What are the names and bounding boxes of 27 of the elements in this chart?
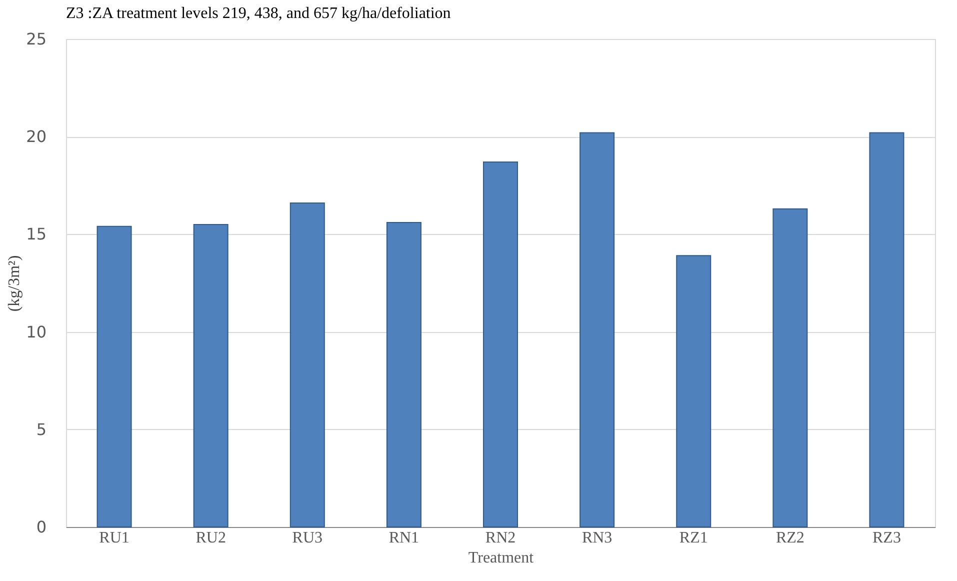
x-tick-label: RU2 [196,530,226,546]
x-tick-label: RZ1 [679,530,708,546]
y-tick-label: 5 [36,420,46,439]
y-tick-label: 20 [26,127,46,146]
bar [96,226,132,528]
x-tick-label: RZ3 [872,530,901,546]
bar [483,161,518,528]
y-tick-label: 10 [26,322,46,342]
bar [676,255,712,528]
y-tick-label: 0 [36,518,46,536]
bar [772,208,808,528]
x-axis-title: Treatment [468,550,534,566]
x-tick-label: RN2 [485,530,516,546]
y-axis-title: (kg/3m²) [6,255,24,312]
x-tick-label: RZ2 [776,530,804,546]
x-tick-label: RU1 [99,530,130,546]
x-tick-label: RN3 [582,530,612,546]
y-tick-label: 15 [26,224,46,244]
bar [580,132,615,528]
bar [290,202,325,528]
bar [869,132,904,528]
bar [193,224,228,528]
x-tick-label: RN1 [388,530,420,546]
y-tick-label: 25 [26,30,46,48]
bar [386,222,422,528]
x-tick-label: RU3 [292,530,323,546]
text: Z3 :ZA treatment levels 219, 438, and 657 kg/ha/defoliation [66,5,451,22]
